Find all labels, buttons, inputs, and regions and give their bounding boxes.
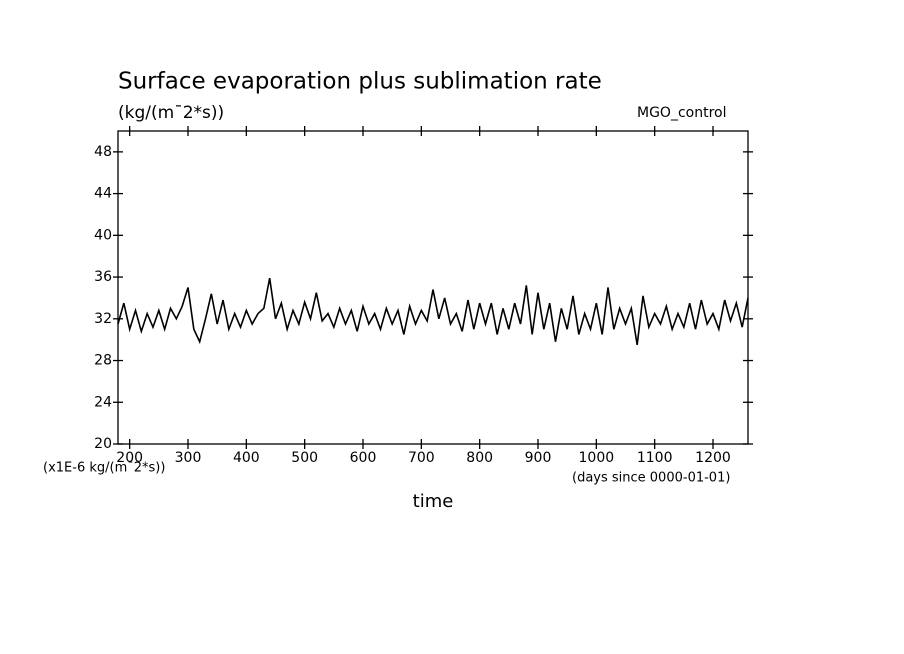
- y-tick-label: 24: [94, 394, 112, 410]
- y-unit-label: (x1E-6 kg/(m¯2*s)): [43, 461, 165, 476]
- plot-frame: [117, 130, 749, 445]
- x-axis-label: time: [413, 491, 454, 512]
- y-tick-label: 36: [94, 269, 112, 285]
- x-tick-label: 600: [350, 450, 377, 466]
- x-unit-label: (days since 0000-01-01): [572, 471, 730, 486]
- x-tick-label: 700: [408, 450, 435, 466]
- x-tick-label: 300: [175, 450, 202, 466]
- data-line: [117, 277, 749, 346]
- y-tick-label: 32: [94, 311, 112, 327]
- series-name: MGO_control: [637, 105, 726, 121]
- chart-title: Surface evaporation plus sublimation rat…: [118, 69, 602, 95]
- x-tick-label: 800: [466, 450, 493, 466]
- y-tick-label: 28: [94, 353, 112, 369]
- x-tick-label: 900: [525, 450, 552, 466]
- x-tick-label: 500: [291, 450, 318, 466]
- y-tick-label: 20: [94, 436, 112, 452]
- y-tick-label: 44: [94, 186, 112, 202]
- x-tick-label: 1000: [579, 450, 615, 466]
- x-tick-label: 200: [116, 450, 143, 466]
- x-tick-label: 1200: [695, 450, 731, 466]
- x-tick-label: 400: [233, 450, 260, 466]
- chart-subtitle: (kg/(m¯2*s)): [118, 103, 224, 123]
- x-tick-label: 1100: [637, 450, 673, 466]
- y-tick-label: 48: [94, 144, 112, 160]
- y-tick-label: 40: [94, 227, 112, 243]
